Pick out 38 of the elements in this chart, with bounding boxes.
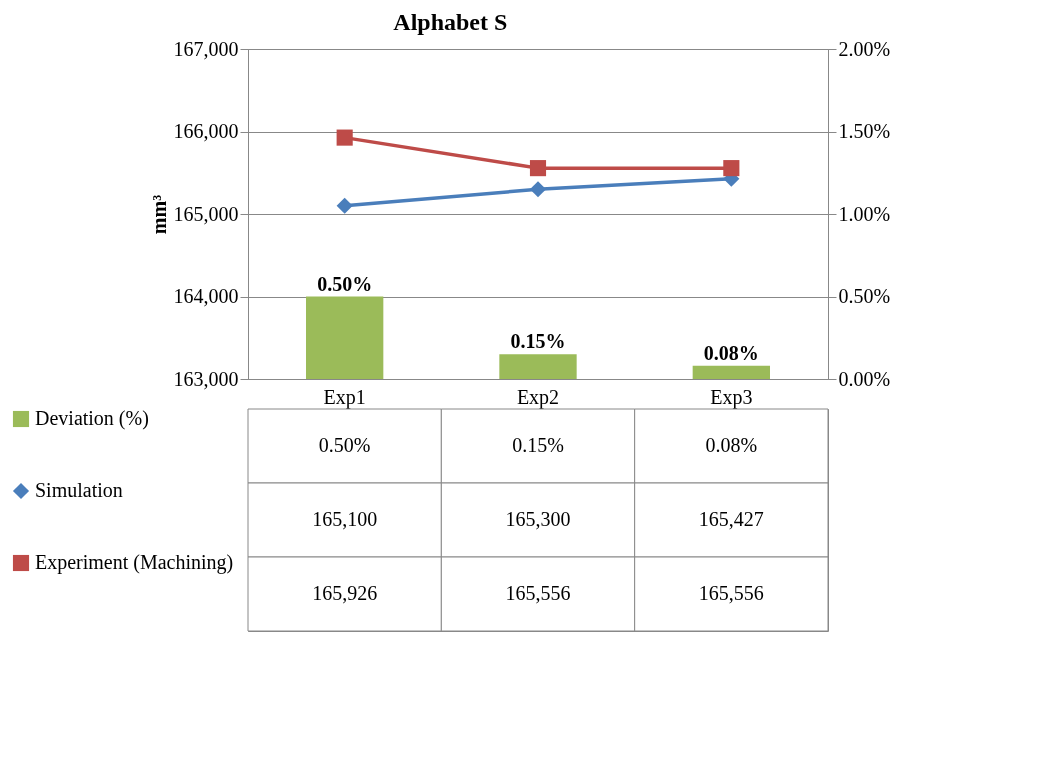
point	[529, 181, 547, 198]
legend-label: Experiment (Machining)	[35, 551, 234, 574]
legend-label: Simulation	[35, 479, 123, 501]
y-tick-label: 165,000	[173, 202, 239, 225]
text: 0.08%	[703, 341, 759, 364]
y-tick-label: 167,000	[173, 37, 239, 60]
y2-tick-label: 2.00%	[838, 37, 891, 60]
point	[336, 197, 353, 214]
y2-tick-label: 0.00%	[838, 367, 891, 390]
text: 0.50%	[317, 272, 373, 295]
data-label: 165,100	[312, 508, 378, 530]
y2-tick-label: 1.50%	[838, 120, 891, 142]
data-label: 0.15%	[512, 434, 564, 456]
bar	[306, 296, 384, 379]
text: 0.15%	[510, 330, 566, 353]
y-tick-label: 163,000	[173, 367, 239, 390]
y-axis-title: mm³	[147, 194, 170, 235]
y-tick-label: 166,000	[173, 120, 239, 142]
data-label: 165,556	[505, 582, 571, 604]
point	[529, 160, 547, 177]
data-label: 0.08%	[705, 434, 758, 456]
x-tick-label: Exp3	[710, 385, 753, 409]
data-label: 165,926	[312, 582, 378, 604]
data-label: 165,300	[505, 508, 571, 530]
x-tick-label: Exp1	[323, 385, 366, 409]
y2-tick-label: 0.50%	[838, 285, 891, 307]
bar	[692, 365, 770, 379]
legend-label: Deviation (%)	[35, 407, 149, 430]
data-label: 165,427	[698, 508, 764, 530]
bar	[499, 354, 577, 379]
y2-tick-label: 1.00%	[838, 202, 891, 225]
x-tick-label: Exp2	[516, 385, 560, 409]
chart-title: Alphabet S	[393, 8, 508, 35]
data-label: 0.50%	[318, 434, 371, 456]
point	[723, 160, 740, 177]
point	[336, 129, 353, 146]
data-label: 165,556	[698, 582, 764, 604]
y-tick-label: 164,000	[173, 285, 239, 307]
